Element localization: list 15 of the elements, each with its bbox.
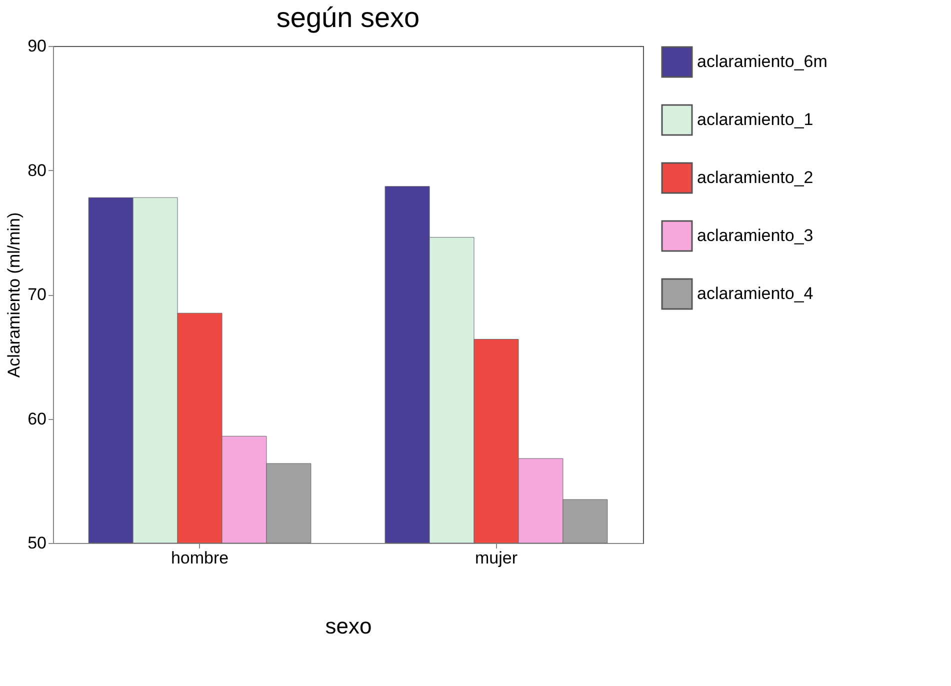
y-tick-label: 80 (28, 160, 46, 180)
y-tick-label: 60 (28, 409, 46, 428)
chart-title: según sexo (276, 2, 420, 33)
x-axis-title: sexo (325, 614, 372, 638)
legend-label: aclaramiento_1 (697, 110, 814, 129)
x-tick-label: mujer (474, 548, 518, 568)
y-tick-label: 50 (28, 534, 46, 552)
legend-label: aclaramiento_4 (697, 284, 814, 303)
y-tick-label: 70 (28, 285, 46, 304)
x-tick-label: hombre (170, 548, 229, 568)
y-axis-title: Aclaramiento (ml/min) (4, 212, 24, 378)
y-tick-label: 90 (28, 36, 46, 56)
legend-label: aclaramiento_2 (697, 168, 814, 187)
legend-label: aclaramiento_3 (697, 226, 814, 245)
legend-label: aclaramiento_6m (697, 52, 828, 71)
